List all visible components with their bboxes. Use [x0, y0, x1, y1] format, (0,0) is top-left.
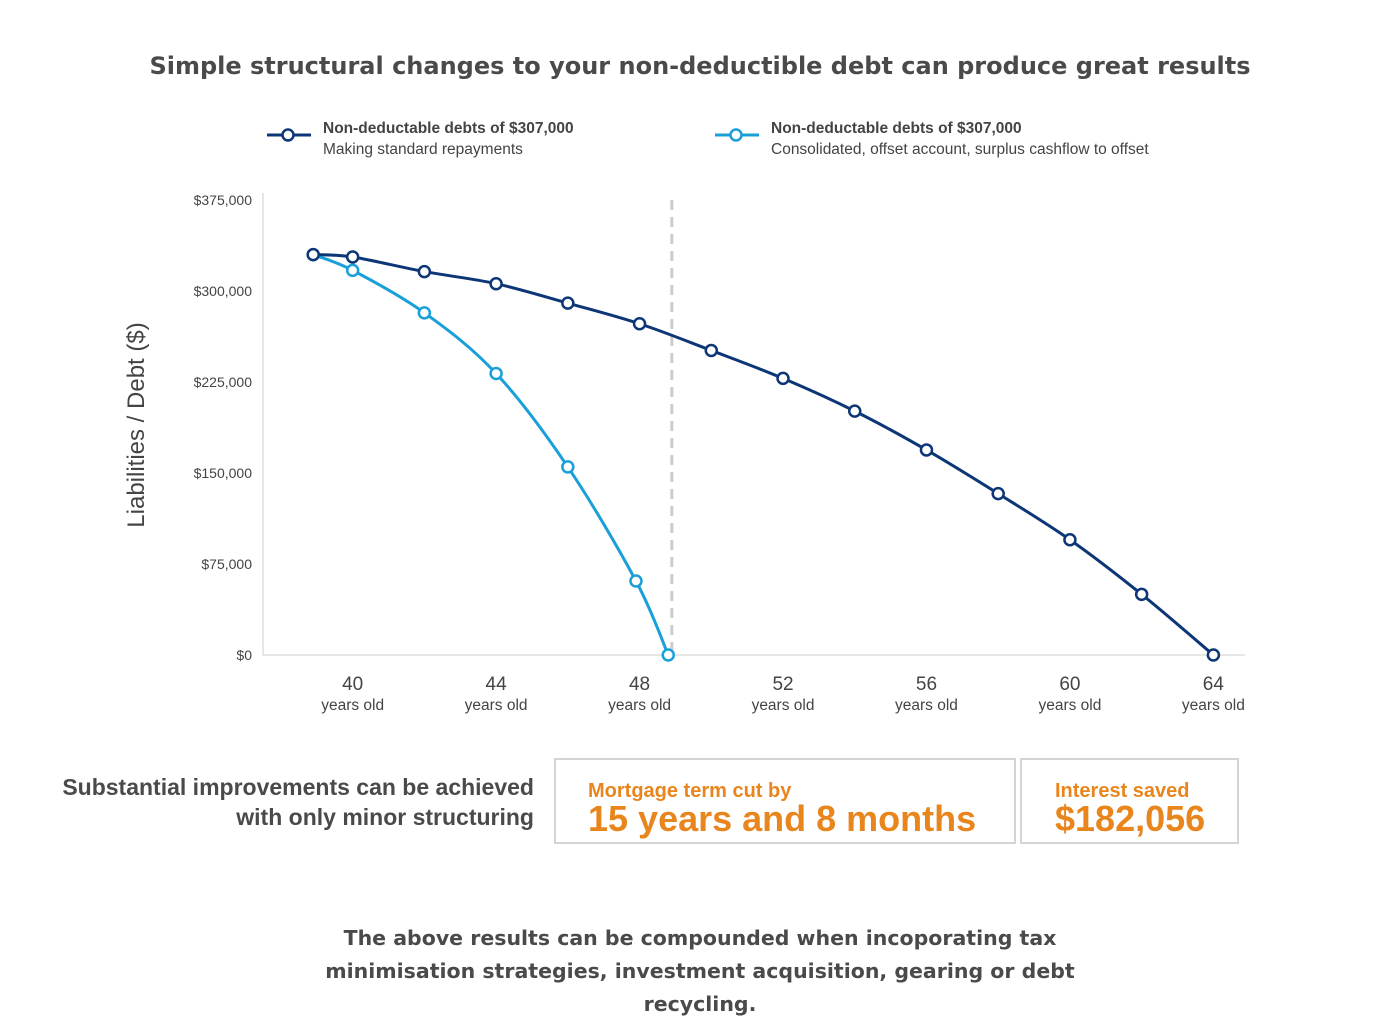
data-point-standard	[417, 264, 432, 279]
data-point-standard	[632, 317, 647, 331]
data-point-offset	[417, 306, 432, 320]
data-point-offset	[629, 574, 643, 588]
x-tick-label: 60	[1059, 674, 1080, 695]
y-tick-label: $375,000	[194, 192, 253, 208]
y-tick-label: $75,000	[201, 556, 252, 572]
data-point-standard	[1134, 587, 1149, 602]
y-tick-label: $225,000	[194, 374, 253, 390]
interest-saved-label: Interest saved	[1055, 780, 1190, 802]
summary-text: Substantial improvements can be achieved…	[62, 774, 534, 830]
x-tick-sublabel: years old	[608, 697, 671, 714]
data-point-standard	[1206, 648, 1221, 662]
data-point-standard	[489, 276, 503, 291]
series-line-offset	[312, 253, 670, 656]
data-point-standard	[919, 443, 934, 457]
legend-offset-line1: Non-deductable debts of $307,000	[771, 120, 1022, 137]
x-tick-label: 44	[486, 674, 508, 695]
legend-standard-line2: Making standard repayments	[323, 141, 523, 158]
legend-marker-offset	[729, 128, 743, 142]
x-tick-sublabel: years old	[465, 697, 528, 714]
data-point-standard	[345, 250, 360, 264]
x-tick-sublabel: years old	[752, 697, 815, 714]
term-cut-label: Mortgage term cut by	[588, 780, 792, 802]
y-tick-label: $0	[236, 647, 252, 663]
data-point-offset	[561, 460, 575, 474]
x-tick-sublabel: years old	[1038, 697, 1101, 714]
x-tick-sublabel: years old	[895, 697, 958, 714]
legend-offset-line2: Consolidated, offset account, surplus ca…	[771, 141, 1149, 158]
x-tick-label: 48	[629, 674, 650, 695]
x-tick-label: 56	[916, 674, 937, 695]
series-line-standard	[313, 253, 1215, 657]
data-point-offset	[489, 366, 503, 381]
term-cut-value: 15 years and 8 months	[588, 798, 977, 839]
chart-title: Simple structural changes to your non-de…	[149, 52, 1251, 80]
data-point-standard	[561, 296, 575, 310]
y-tick-label: $300,000	[194, 283, 253, 299]
term-cut-box: Mortgage term cut by 15 years and 8 mont…	[554, 758, 1016, 844]
data-point-standard	[776, 371, 790, 386]
legend-standard-line1: Non-deductable debts of $307,000	[323, 120, 574, 137]
x-tick-label: 52	[772, 674, 793, 695]
legend-swatch-standard	[267, 128, 311, 142]
data-point-standard	[704, 343, 719, 358]
data-point-offset	[661, 648, 676, 662]
debt-line-chart: $0 $75,000 $150,000 $225,000 $300,000 $375,00…	[194, 192, 1245, 714]
data-point-standard	[1063, 532, 1077, 547]
interest-saved-value: $182,056	[1055, 798, 1206, 839]
footer-note: The above results can be compounded when…	[325, 926, 1075, 1016]
x-tick-sublabel: years old	[1182, 697, 1245, 714]
x-tick-label: 40	[342, 674, 363, 695]
legend-marker-standard	[281, 128, 295, 142]
data-point-standard	[847, 404, 862, 418]
data-point-offset	[345, 263, 360, 278]
y-tick-label: $150,000	[194, 465, 253, 481]
interest-saved-box: Interest saved $182,056	[1020, 758, 1239, 844]
data-point-standard	[991, 486, 1005, 501]
legend-swatch-offset	[715, 128, 759, 142]
x-tick-sublabel: years old	[321, 697, 384, 714]
data-point-standard	[306, 247, 320, 262]
y-axis-title: Liabilities / Debt ($)	[123, 322, 150, 528]
x-tick-label: 64	[1203, 674, 1225, 695]
